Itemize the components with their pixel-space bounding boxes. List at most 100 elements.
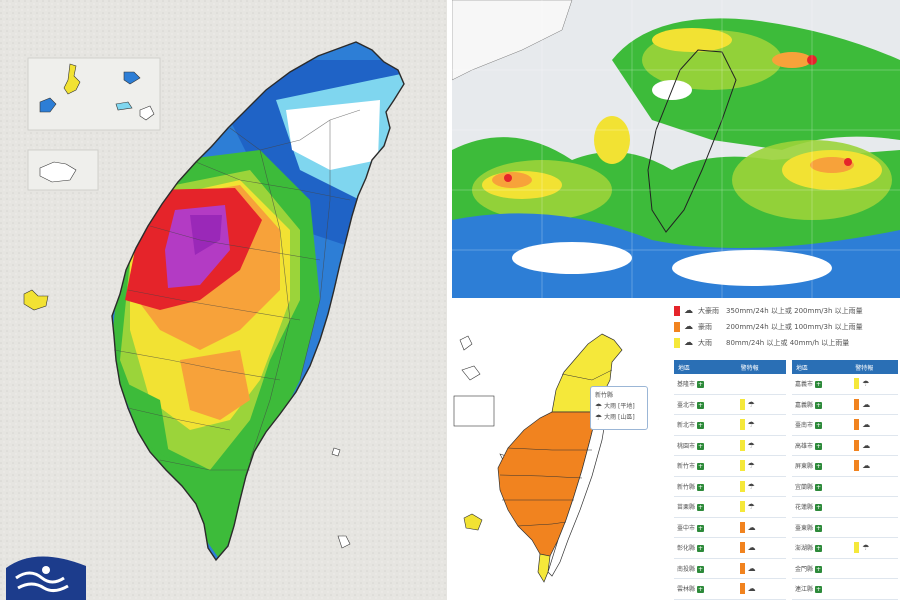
expand-icon[interactable]: + (697, 545, 705, 553)
table-row[interactable]: 臺北市 + ☂ (674, 394, 786, 415)
expand-icon[interactable]: + (815, 401, 823, 409)
table-row[interactable]: 花蓮縣 + (792, 496, 898, 518)
level-cell: ☁ (736, 517, 786, 538)
expand-icon[interactable]: + (815, 565, 823, 573)
expand-icon[interactable]: + (697, 422, 705, 430)
level-bar (854, 419, 860, 431)
level-bar (739, 398, 745, 410)
cloud-rain-icon: ☁ (862, 399, 871, 409)
region-cell: 新竹市 + (674, 455, 737, 477)
expand-icon[interactable]: + (697, 504, 705, 512)
expand-icon[interactable]: + (697, 381, 705, 389)
table-row[interactable]: 雲林縣 + ☁ (674, 578, 786, 600)
expand-icon[interactable]: + (815, 504, 823, 512)
level-cell (851, 578, 898, 600)
table-row[interactable]: 桃園市 + ☂ (674, 435, 786, 456)
light-rain-icon: ☂ (747, 502, 755, 512)
region-header: 地區 (792, 360, 852, 374)
region-name: 臺東縣 (795, 524, 814, 532)
table-row[interactable]: 苗栗縣 + ☂ (674, 496, 786, 518)
expand-icon[interactable]: + (697, 401, 705, 409)
region-cell: 高雄市 + (792, 435, 852, 456)
expand-icon[interactable]: + (697, 586, 705, 594)
legend-row: ☁ 豪雨 200mm/24h 以上或 100mm/3h 以上雨量 (674, 320, 894, 334)
warning-legend: ☁ 大豪雨 350mm/24h 以上或 200mm/3h 以上雨量 ☁ 豪雨 200mm/… (674, 304, 894, 352)
expand-icon[interactable]: + (697, 565, 705, 573)
table-row[interactable]: 金門縣 + (792, 558, 898, 579)
legend-swatch (674, 338, 680, 348)
level-bar (739, 460, 745, 472)
table-row[interactable]: 澎湖縣 + ☂ (792, 537, 898, 559)
warning-table-left: 地區 警特報 基隆市 + 臺北市 + ☂ 新北市 + ☂ 桃園市 + ☂ 新竹市 + ☂ 新竹縣 + ☂ 苗栗縣 +… (674, 360, 786, 600)
expand-icon[interactable]: + (815, 463, 823, 471)
table-row[interactable]: 宜蘭縣 + (792, 476, 898, 497)
level-cell: ☁ (736, 558, 786, 579)
table-row[interactable]: 彰化縣 + ☁ (674, 537, 786, 559)
rainfall-map (0, 0, 447, 600)
region-name: 新北市 (677, 422, 696, 430)
level-cell: ☂ (736, 455, 786, 477)
region-cell: 屏東縣 + (792, 455, 852, 477)
table-row[interactable]: 臺中市 + ☁ (674, 517, 786, 538)
cloud-rain-icon: ☁ (862, 440, 871, 450)
table-row[interactable]: 臺南市 + ☁ (792, 414, 898, 436)
radar-map-panel (452, 0, 900, 298)
legend-desc: 200mm/24h 以上或 100mm/3h 以上雨量 (726, 323, 863, 331)
region-name: 新竹市 (677, 463, 696, 471)
legend-desc: 80mm/24h 以上或 40mm/h 以上雨量 (726, 339, 850, 347)
expand-icon[interactable]: + (815, 442, 823, 450)
light-rain-icon: ☂ (862, 379, 870, 389)
light-rain-icon: ☂ (747, 461, 755, 471)
tooltip-line-1: 大雨 [平地] (604, 403, 635, 410)
table-row[interactable]: 新竹縣 + ☂ (674, 476, 786, 497)
table-row[interactable]: 嘉義縣 + ☁ (792, 394, 898, 415)
region-cell: 桃園市 + (674, 435, 737, 456)
region-name: 桃園市 (677, 442, 696, 450)
warning-map (453, 333, 623, 583)
level-cell: ☂ (736, 435, 786, 456)
level-cell: ☁ (851, 435, 898, 456)
expand-icon[interactable]: + (815, 483, 823, 491)
region-name: 南投縣 (677, 565, 696, 573)
region-cell: 澎湖縣 + (792, 537, 852, 559)
legend-desc: 350mm/24h 以上或 200mm/3h 以上雨量 (726, 307, 863, 315)
table-row[interactable]: 新北市 + ☂ (674, 414, 786, 436)
level-cell: ☁ (851, 455, 898, 477)
region-name: 嘉義縣 (795, 401, 814, 409)
expand-icon[interactable]: + (815, 586, 823, 594)
table-row[interactable]: 屏東縣 + ☁ (792, 455, 898, 477)
table-row[interactable]: 新竹市 + ☂ (674, 455, 786, 477)
table-row[interactable]: 連江縣 + (792, 578, 898, 600)
cloud-rain-icon: ☁ (862, 461, 871, 471)
level-bar (854, 542, 860, 554)
expand-icon[interactable]: + (697, 442, 705, 450)
level-cell: ☂ (736, 476, 786, 497)
light-rain-icon: ☂ (747, 399, 755, 409)
cwb-logo (6, 556, 86, 600)
level-bar (739, 439, 745, 451)
region-name: 苗栗縣 (677, 504, 696, 512)
level-cell (736, 374, 786, 395)
region-name: 彰化縣 (677, 545, 696, 553)
expand-icon[interactable]: + (697, 463, 705, 471)
table-row[interactable]: 南投縣 + ☁ (674, 558, 786, 579)
table-row[interactable]: 高雄市 + ☁ (792, 435, 898, 456)
level-bar (854, 398, 860, 410)
table-row[interactable]: 嘉義市 + ☂ (792, 374, 898, 395)
warning-table-right: 地區 警特報 嘉義市 + ☂ 嘉義縣 + ☁ 臺南市 + ☁ 高雄市 + ☁ 屏東縣 + ☁ 宜蘭縣 + 花蓮縣 +… (792, 360, 898, 600)
expand-icon[interactable]: + (815, 545, 823, 553)
expand-icon[interactable]: + (815, 422, 823, 430)
table-row[interactable]: 臺東縣 + (792, 517, 898, 538)
region-name: 高雄市 (795, 442, 814, 450)
region-name: 澎湖縣 (795, 545, 814, 553)
level-bar (739, 583, 745, 595)
expand-icon[interactable]: + (697, 483, 705, 491)
level-header: 警特報 (736, 360, 786, 374)
expand-icon[interactable]: + (815, 381, 823, 389)
expand-icon[interactable]: + (815, 524, 823, 532)
table-row[interactable]: 基隆市 + (674, 374, 786, 395)
region-cell: 新北市 + (674, 414, 737, 436)
legend-swatch (674, 322, 680, 332)
light-rain-icon: ☂ (747, 420, 755, 430)
expand-icon[interactable]: + (697, 524, 705, 532)
